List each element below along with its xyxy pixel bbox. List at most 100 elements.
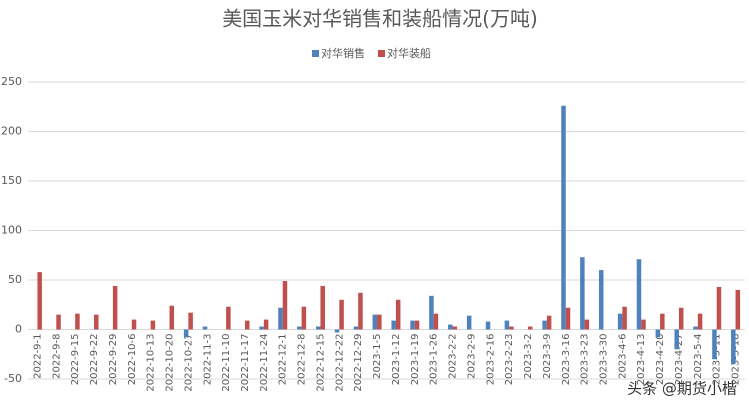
bar (528, 326, 533, 330)
y-tick-label: 0 (15, 323, 22, 336)
bar (731, 329, 736, 365)
bar (542, 320, 547, 330)
bar (315, 326, 321, 330)
x-tick-label: 2023-2-23 (504, 334, 515, 386)
bar (429, 295, 434, 330)
x-tick-label: 2022-9-29 (108, 334, 119, 386)
x-tick-label: 2022-11-17 (240, 334, 251, 392)
legend-label: 对华销售 (321, 46, 365, 60)
x-tick-label: 2022-9-1 (32, 334, 43, 379)
bar (622, 306, 627, 330)
bar (678, 307, 684, 330)
bar (716, 286, 722, 330)
x-tick-label: 2023-4-27 (674, 334, 685, 386)
bar (169, 305, 175, 330)
x-tick-label: 2023-4-20 (655, 334, 666, 386)
x-tick-label: 2022-12-8 (297, 334, 308, 386)
bar (188, 312, 193, 330)
x-tick-label: 2023-1-26 (429, 334, 440, 386)
bar (391, 320, 396, 330)
bar (395, 299, 401, 330)
chart-title: 美国玉米对华销售和装船情况(万吨) (222, 7, 538, 31)
bar (244, 320, 250, 330)
x-tick-label: 2023-3-16 (561, 334, 572, 386)
bar (452, 326, 458, 330)
bar (674, 329, 679, 350)
x-tick-label: 2023-3-30 (598, 334, 609, 386)
bar (697, 313, 703, 330)
x-tick-label: 2023-1-12 (391, 334, 402, 386)
x-tick-label: 2023-2-9 (466, 334, 477, 379)
x-tick-label: 2023-4-6 (617, 334, 628, 379)
y-tick-label: 200 (1, 125, 22, 138)
bar (353, 326, 359, 330)
bar (202, 326, 208, 330)
bar (546, 315, 552, 330)
bar (617, 313, 623, 330)
x-tick-label: 2022-9-15 (70, 334, 81, 386)
x-tick-label: 2023-4-13 (636, 334, 647, 386)
bar (660, 313, 665, 330)
bar (565, 307, 571, 330)
bar (561, 105, 566, 330)
watermark: 头条 @期货小楷 (627, 380, 737, 398)
y-tick-label: -50 (4, 372, 22, 385)
bar (693, 326, 698, 330)
x-tick-label: 2022-12-15 (315, 334, 326, 392)
bar (37, 272, 42, 330)
bar (433, 313, 439, 330)
x-tick-label: 2022-9-8 (51, 334, 62, 379)
bar (414, 320, 420, 330)
bar (183, 329, 189, 338)
bar (278, 307, 283, 330)
x-tick-label: 2023-5-4 (693, 334, 704, 379)
bar (712, 329, 717, 360)
bar (56, 314, 61, 330)
y-tick-label: 150 (1, 174, 22, 187)
x-tick-label: 2023-1-19 (410, 334, 421, 386)
x-tick-label: 2022-11-10 (221, 334, 232, 392)
x-tick-label: 2023-2-2 (448, 334, 459, 379)
x-tick-label: 2023-5-18 (731, 334, 742, 386)
bar (410, 320, 415, 330)
bar (466, 315, 472, 330)
bar (509, 326, 514, 330)
bar (339, 299, 344, 330)
bar (377, 314, 382, 330)
bar (131, 319, 137, 330)
bar (598, 270, 604, 330)
legend-swatch (378, 50, 385, 57)
x-tick-label: 2022-11-24 (259, 334, 270, 392)
y-tick-label: 50 (8, 273, 22, 286)
bar (334, 329, 340, 333)
bar (282, 280, 288, 330)
x-tick-label: 2023-3-23 (580, 334, 591, 386)
legend-swatch (312, 50, 319, 57)
bar (641, 319, 646, 330)
x-tick-label: 2022-12-1 (278, 334, 289, 386)
y-tick-label: 100 (1, 224, 22, 237)
x-tick-label: 2022-11-3 (202, 334, 213, 386)
bar (504, 320, 510, 330)
legend-label: 对华装船 (387, 46, 431, 60)
bar (112, 285, 118, 330)
bar (584, 319, 590, 330)
bar (263, 319, 269, 330)
x-tick-label: 2023-3-9 (542, 334, 553, 379)
x-tick-label: 2023-3-2 (523, 334, 534, 379)
x-tick-label: 2023-1-5 (372, 334, 383, 379)
x-tick-label: 2022-9-22 (89, 334, 100, 386)
x-tick-label: 2022-10-20 (165, 334, 176, 392)
bar (297, 326, 302, 330)
x-tick-label: 2023-5-11 (712, 334, 723, 386)
bar (372, 314, 378, 330)
bar (226, 306, 231, 330)
bar (485, 321, 491, 330)
y-tick-label: 250 (1, 75, 22, 88)
bar (94, 314, 99, 330)
x-tick-label: 2023-2-16 (485, 334, 496, 386)
bar (320, 285, 325, 330)
bar (580, 257, 585, 330)
bar (735, 289, 741, 330)
